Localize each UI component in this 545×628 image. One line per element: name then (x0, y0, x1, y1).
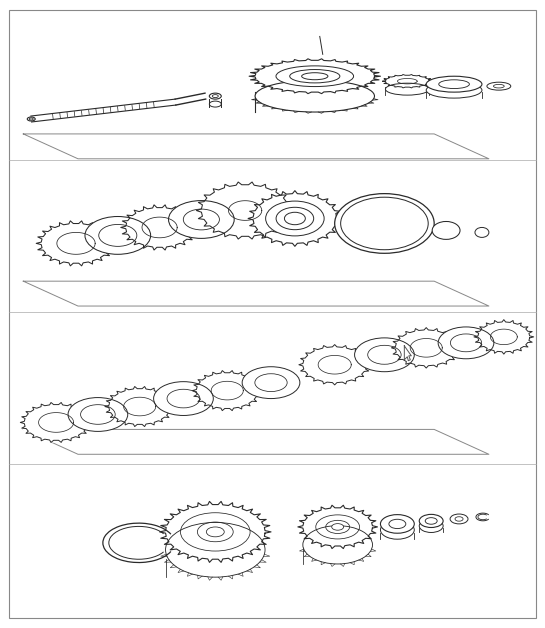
Ellipse shape (299, 345, 371, 385)
Ellipse shape (248, 191, 342, 246)
Ellipse shape (426, 82, 482, 98)
Ellipse shape (284, 212, 305, 225)
Ellipse shape (36, 220, 116, 266)
Ellipse shape (301, 73, 328, 80)
Ellipse shape (68, 398, 128, 431)
Ellipse shape (380, 514, 414, 533)
Ellipse shape (276, 66, 354, 87)
Ellipse shape (426, 76, 482, 92)
Ellipse shape (121, 205, 198, 251)
Polygon shape (160, 501, 271, 562)
Ellipse shape (166, 522, 265, 577)
Ellipse shape (335, 193, 434, 253)
Ellipse shape (105, 386, 174, 427)
Ellipse shape (265, 201, 324, 236)
Ellipse shape (419, 519, 443, 533)
Ellipse shape (209, 93, 221, 99)
Ellipse shape (209, 101, 221, 107)
Ellipse shape (196, 181, 294, 239)
Ellipse shape (380, 521, 414, 539)
Ellipse shape (383, 74, 432, 88)
Ellipse shape (154, 382, 213, 416)
Ellipse shape (192, 371, 262, 411)
Ellipse shape (242, 367, 300, 399)
Ellipse shape (276, 207, 314, 230)
Ellipse shape (355, 338, 414, 372)
Ellipse shape (450, 514, 468, 524)
Ellipse shape (438, 327, 494, 359)
Ellipse shape (432, 222, 460, 239)
Ellipse shape (391, 328, 461, 368)
Ellipse shape (249, 58, 380, 94)
Ellipse shape (475, 227, 489, 237)
Ellipse shape (255, 80, 374, 112)
Ellipse shape (474, 320, 534, 354)
Ellipse shape (168, 200, 234, 239)
Ellipse shape (303, 526, 372, 564)
Ellipse shape (85, 217, 150, 254)
Ellipse shape (27, 117, 35, 121)
Ellipse shape (290, 70, 340, 83)
Ellipse shape (20, 403, 92, 443)
Ellipse shape (332, 524, 344, 530)
Ellipse shape (419, 514, 443, 528)
Ellipse shape (207, 527, 224, 537)
Ellipse shape (487, 82, 511, 90)
Polygon shape (298, 506, 378, 549)
Ellipse shape (385, 83, 429, 95)
